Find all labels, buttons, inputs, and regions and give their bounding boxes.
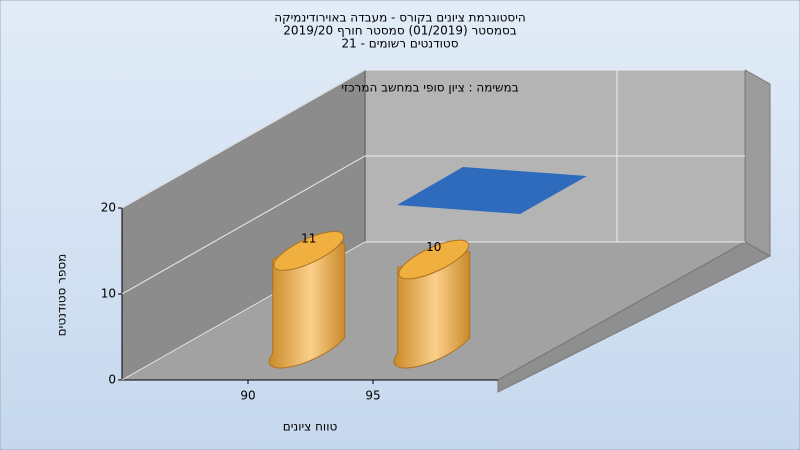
annotation: במשימה : ציון סופי במחשב המרכזי: [341, 81, 518, 95]
x-axis-label: טווח ציונים: [283, 420, 338, 434]
value-label: 10: [426, 240, 441, 254]
title-block: היסטוגרמת ציונים בקורס - מעבדה באוירודינ…: [274, 11, 526, 51]
y-tick-label: 10: [101, 287, 116, 301]
y-tick-label: 20: [101, 201, 116, 215]
bar-top: [398, 239, 470, 280]
value-label: 11: [301, 231, 316, 245]
grid-line: [121, 241, 745, 381]
y-axis-label: מספר סטודנטים: [55, 254, 69, 337]
chart-title: היסטוגרמת ציונים בקורס - מעבדה באוירודינ…: [274, 11, 526, 25]
floor-edge: [497, 241, 772, 393]
chart-title: בסמסטר (01/2019) סמסטר חורף 2019/20: [283, 24, 516, 38]
grid-line: [121, 155, 745, 295]
grid-line: [121, 69, 745, 209]
bar-top: [273, 231, 345, 271]
bar: [393, 250, 471, 369]
y-tick-label: 0: [108, 373, 116, 387]
legend-swatch: [397, 167, 587, 214]
wall-edge: [744, 69, 771, 257]
bar: [268, 242, 346, 369]
x-tick-label: 90: [240, 389, 255, 403]
chart-title: סטודנטים רשומים - 21: [341, 37, 458, 51]
x-tick-label: 95: [365, 389, 380, 403]
